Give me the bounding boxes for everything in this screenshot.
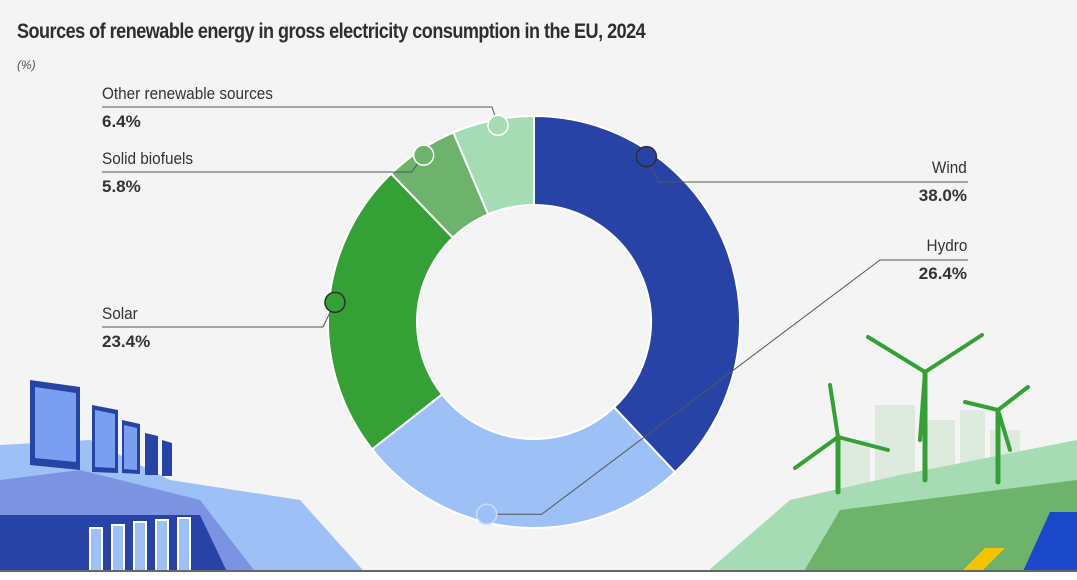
leader-line-wind <box>645 156 968 183</box>
label-hydro: Hydro <box>926 236 967 255</box>
value-hydro: 26.4% <box>918 264 967 283</box>
slice-solar <box>327 172 455 451</box>
value-solar: 23.4% <box>102 332 151 351</box>
value-other-renewable-sources: 6.4% <box>102 112 141 131</box>
chart-title: Sources of renewable energy in gross ele… <box>17 20 646 43</box>
solar-panels-illustration <box>30 380 172 476</box>
chart-unit: (%) <box>17 58 36 72</box>
slice-hydro <box>370 392 677 529</box>
hydro-dam-illustration <box>0 440 370 578</box>
leader-dot-wind <box>635 145 658 168</box>
leader-line-other-renewable-sources <box>102 106 499 126</box>
value-solid-biofuels: 5.8% <box>102 177 141 196</box>
slice-wind <box>533 114 741 474</box>
label-other-renewable-sources: Other renewable sources <box>102 84 273 103</box>
leader-dot-solar <box>324 291 346 314</box>
wind-turbines-illustration <box>700 333 1077 578</box>
leader-dot-hydro <box>475 503 498 526</box>
slice-other-renewable-sources <box>452 114 535 216</box>
leader-dot-solid-biofuels <box>412 144 435 166</box>
label-wind: Wind <box>932 158 967 177</box>
label-solid-biofuels: Solid biofuels <box>102 149 194 168</box>
value-wind: 38.0% <box>918 186 967 205</box>
bottom-border <box>0 570 1077 580</box>
label-solar: Solar <box>102 304 138 323</box>
leader-line-hydro <box>486 259 968 515</box>
leader-dot-other-renewable-sources <box>487 114 509 137</box>
